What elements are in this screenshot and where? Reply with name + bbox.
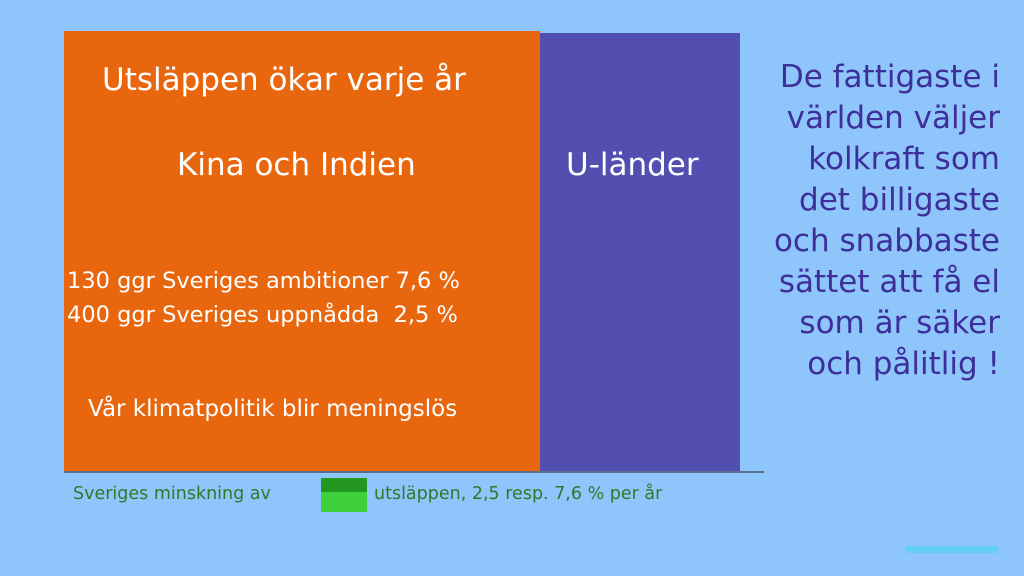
footer-left-text: Sveriges minskning av [73, 484, 271, 504]
developing-countries-block [540, 33, 740, 472]
swatch-light-green [321, 492, 367, 512]
side-text-line: världen väljer [786, 100, 1000, 136]
ratio-ambitions: 130 ggr Sveriges ambitioner 7,6 % [67, 268, 460, 294]
developing-countries-label: U-länder [566, 147, 699, 183]
china-india-block [64, 31, 540, 472]
sweden-reduction-swatch [321, 478, 367, 512]
slide-title: Utsläppen ökar varje år [102, 62, 466, 98]
side-text-line: och snabbaste [773, 223, 1000, 259]
side-text-line: De fattigaste i [779, 59, 1000, 95]
watermark [906, 546, 998, 553]
side-text-line: det billigaste [799, 182, 1000, 218]
side-text: De fattigaste i världen väljer kolkraft … [700, 57, 1000, 385]
side-text-line: sättet att få el [778, 264, 1000, 300]
ratio-achieved: 400 ggr Sveriges uppnådda 2,5 % [67, 302, 458, 328]
footer-right-text: utsläppen, 2,5 resp. 7,6 % per år [374, 484, 663, 504]
side-text-line: som är säker [799, 305, 1000, 341]
china-india-label: Kina och Indien [177, 147, 416, 183]
side-text-line: och pålitlig ! [807, 346, 1000, 382]
swatch-dark-green [321, 478, 367, 492]
conclusion-text: Vår klimatpolitik blir meningslös [88, 396, 458, 422]
side-text-line: kolkraft som [808, 141, 1000, 177]
baseline [64, 471, 764, 473]
